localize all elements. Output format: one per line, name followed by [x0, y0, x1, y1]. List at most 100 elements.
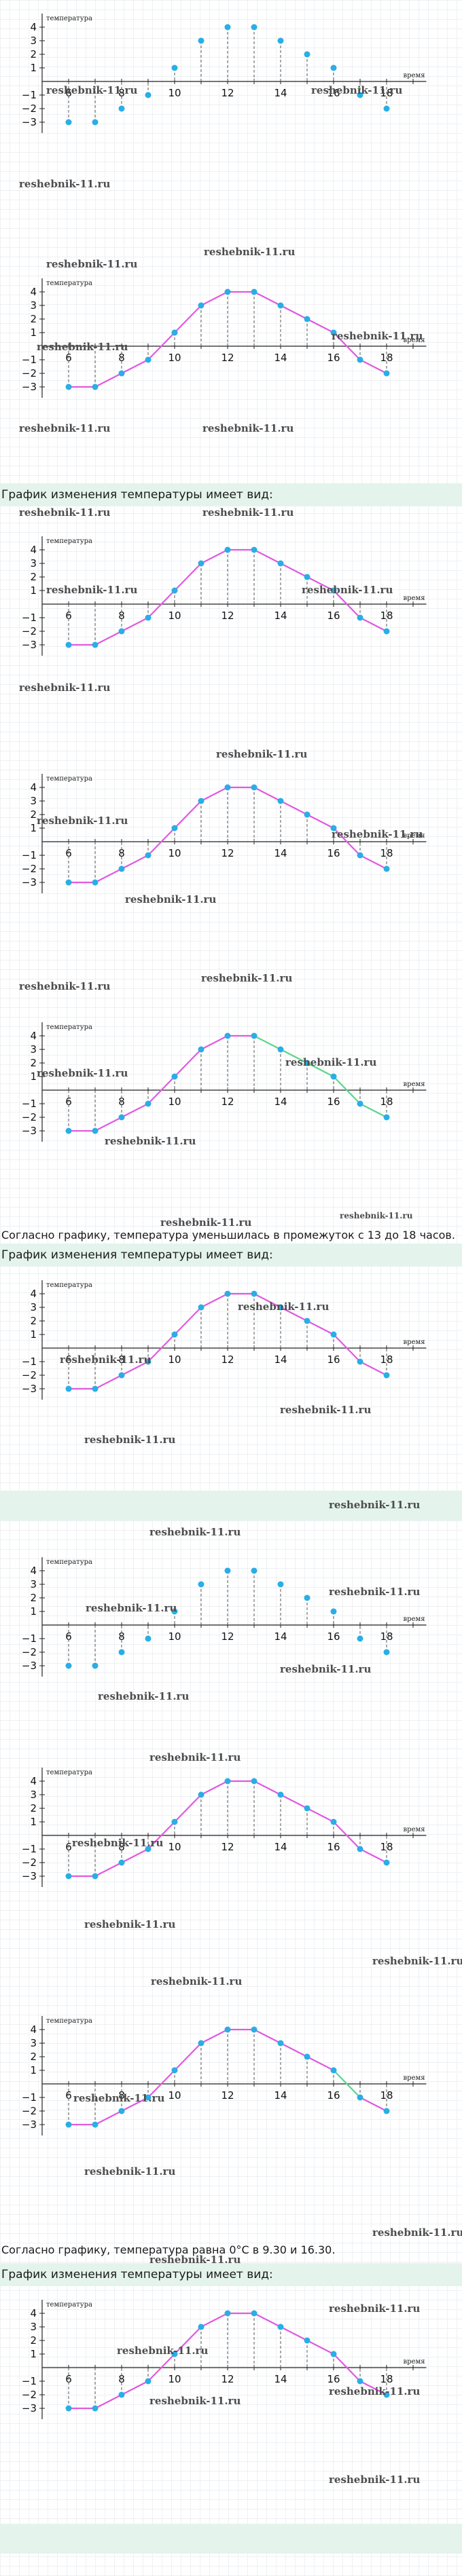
answer-text: Согласно графику, температура уменьшилас…: [1, 1229, 455, 1242]
watermark: reshebnik-11.ru: [151, 1975, 243, 1987]
data-line-segment: [253, 2029, 281, 2044]
y-tick-label: −2: [22, 1369, 37, 1381]
watermark: reshebnik-11.ru: [37, 815, 128, 827]
x-axis-title: время: [404, 1616, 425, 1623]
watermark: reshebnik-11.ru: [340, 1211, 413, 1220]
y-tick-label: 1: [30, 1816, 37, 1828]
watermark: reshebnik-11.ru: [311, 84, 403, 96]
data-point: [92, 1662, 99, 1669]
chart-panel: температура время 6 8 10 12 14 16 18 4 3 2 1 −1 −2 −3 r…: [0, 506, 462, 730]
y-tick-label: 2: [30, 1802, 37, 1814]
data-line-segment: [200, 1293, 228, 1308]
data-line-segment: [280, 1049, 308, 1064]
x-tick-label: 16: [327, 1354, 340, 1366]
data-line-segment: [333, 1076, 361, 1104]
data-point: [145, 614, 152, 621]
data-line-segment: [147, 2353, 175, 2382]
watermark: reshebnik-11.ru: [86, 1602, 177, 1614]
y-tick-label: 3: [30, 2037, 37, 2049]
data-line-segment: [121, 1103, 149, 1118]
data-line-segment: [280, 800, 308, 815]
y-tick-label: 3: [30, 557, 37, 570]
watermark: reshebnik-11.ru: [37, 341, 128, 353]
data-point: [383, 1114, 390, 1121]
data-point: [224, 1032, 231, 1039]
data-line-segment: [121, 2097, 149, 2112]
data-point: [145, 1635, 152, 1642]
y-tick-label: −1: [22, 1356, 37, 1368]
y-axis-title: температура: [46, 280, 92, 287]
data-point: [330, 64, 337, 71]
watermark: reshebnik-11.ru: [46, 584, 138, 596]
data-line-segment: [174, 2042, 202, 2071]
y-tick-label: −3: [22, 1125, 37, 1137]
y-tick-label: −3: [22, 381, 37, 393]
y-tick-label: −1: [22, 2091, 37, 2104]
data-point: [118, 1649, 125, 1656]
data-line-segment: [280, 1794, 308, 1809]
section-heading: График изменения температуры имеет вид:: [0, 1244, 462, 1267]
y-tick-label: 4: [30, 781, 37, 794]
data-point: [171, 2351, 178, 2357]
y-tick-label: 4: [30, 1775, 37, 1787]
data-point: [277, 1581, 284, 1588]
data-point: [92, 1873, 99, 1880]
data-point: [357, 1635, 363, 1642]
data-line-segment: [359, 2097, 387, 2112]
data-point: [118, 1859, 125, 1866]
y-tick-label: 3: [30, 1301, 37, 1313]
y-axis-title: температура: [46, 15, 92, 22]
y-tick-label: 2: [30, 313, 37, 325]
data-line-segment: [359, 359, 387, 374]
data-point: [251, 546, 257, 553]
y-tick-label: −2: [22, 2389, 37, 2401]
data-point: [277, 560, 284, 567]
data-point: [251, 24, 257, 31]
data-line-segment: [94, 631, 122, 646]
data-line-segment: [359, 2381, 387, 2395]
y-tick-label: 4: [30, 1288, 37, 1300]
data-line-segment: [253, 787, 281, 802]
y-tick-label: 3: [30, 795, 37, 807]
data-point: [304, 811, 310, 818]
data-line-segment: [306, 2056, 334, 2071]
data-line-segment: [253, 1035, 281, 1050]
x-tick-label: 10: [168, 1841, 181, 1853]
y-tick-label: 1: [30, 1605, 37, 1618]
data-point: [251, 1290, 257, 1297]
data-point: [171, 329, 178, 336]
x-tick-label: 12: [221, 1096, 234, 1108]
data-point: [357, 614, 363, 621]
data-line-segment: [200, 2029, 228, 2044]
data-line-segment: [280, 563, 308, 578]
x-tick-label: 12: [221, 610, 234, 622]
data-point: [330, 1608, 337, 1615]
data-point: [198, 798, 205, 804]
y-tick-label: 4: [30, 544, 37, 556]
data-point: [198, 560, 205, 567]
data-point: [277, 37, 284, 44]
watermark: reshebnik-11.ru: [46, 258, 138, 270]
x-axis-title: время: [404, 1081, 425, 1088]
watermark: reshebnik-11.ru: [204, 246, 296, 258]
data-point: [92, 1127, 99, 1134]
data-line-segment: [333, 2070, 361, 2098]
data-line-segment: [359, 1361, 387, 1376]
data-point: [145, 852, 152, 859]
x-tick-label: 10: [168, 352, 181, 364]
x-tick-label: 12: [221, 2089, 234, 2102]
y-tick-label: −2: [22, 1111, 37, 1123]
y-tick-label: −3: [22, 2118, 37, 2131]
x-tick-label: 12: [221, 2373, 234, 2385]
y-tick-label: 3: [30, 35, 37, 47]
data-point: [383, 1859, 390, 1866]
watermark: reshebnik-11.ru: [280, 1663, 372, 1675]
watermark: reshebnik-11.ru: [160, 1216, 252, 1229]
data-line-segment: [306, 318, 334, 333]
watermark: reshebnik-11.ru: [19, 980, 111, 992]
data-point: [304, 574, 310, 580]
data-point: [92, 2405, 99, 2412]
data-point: [145, 2378, 152, 2385]
